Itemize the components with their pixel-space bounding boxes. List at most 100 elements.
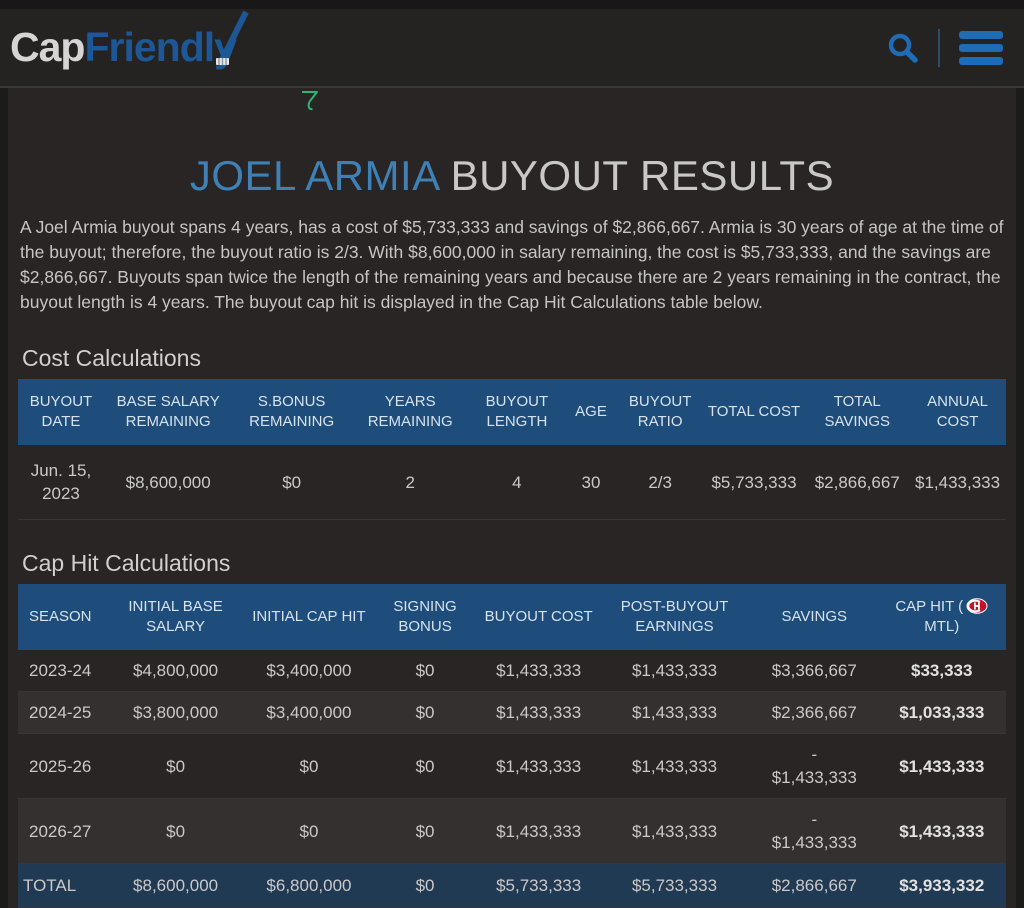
- cell-buyout-length: 4: [512, 472, 522, 492]
- col-buyout-date: BUYOUT DATE: [18, 379, 104, 445]
- cell-season: 2025-26: [29, 756, 92, 776]
- cell-post-buyout-earnings: $1,433,333: [631, 703, 718, 722]
- cell-total-label: TOTAL: [23, 876, 77, 895]
- cell-savings: $2,366,667: [771, 703, 857, 722]
- cell-total-initial-cap-hit: $6,800,000: [266, 876, 352, 895]
- cap-hit-calculations-heading: Cap Hit Calculations: [22, 550, 231, 576]
- cap-table-row-2023-24: 2023-24 $4,800,000 $3,400,000 $0 $1,433,…: [18, 650, 1006, 692]
- col-base-salary-remaining: BASE SALARY REMAINING: [103, 379, 233, 445]
- col-sbonus-remaining: S.BONUS REMAINING: [232, 379, 351, 445]
- col-total-savings: TOTAL SAVINGS: [805, 379, 910, 445]
- col-initial-cap-hit: INITIAL CAP HIT: [247, 584, 371, 650]
- buyout-description: A Joel Armia buyout spans 4 years, has a…: [20, 217, 1004, 312]
- cell-cap-hit: $33,333: [911, 661, 973, 680]
- cell-initial-cap-hit: $3,400,000: [266, 703, 352, 722]
- cell-initial-cap-hit: $0: [299, 821, 319, 841]
- logo-text-friendly: Friendly: [84, 24, 236, 70]
- search-icon: [888, 33, 918, 63]
- cell-initial-base-salary: $0: [166, 756, 186, 776]
- cell-total-savings: $2,866,667: [814, 472, 900, 492]
- cell-initial-base-salary: $3,800,000: [133, 703, 219, 722]
- cell-total-post-buyout-earnings: $5,733,333: [631, 876, 718, 895]
- col-signing-bonus: SIGNING BONUS: [370, 584, 480, 650]
- page-title-rest: BUYOUT RESULTS: [438, 152, 835, 199]
- cell-total-initial-base-salary: $8,600,000: [133, 876, 219, 895]
- cell-initial-cap-hit: $0: [299, 756, 319, 776]
- cost-table-row: Jun. 15, 2023 $8,600,000 $0 2 4 30 2/3 $…: [18, 445, 1006, 520]
- cell-cap-hit: $1,433,333: [899, 821, 985, 841]
- cell-season: 2023-24: [29, 661, 92, 680]
- col-buyout-length: BUYOUT LENGTH: [469, 379, 565, 445]
- header-actions: [886, 28, 1010, 67]
- site-header: CapFriendly: [0, 0, 1024, 88]
- cell-total-signing-bonus: $0: [415, 876, 435, 895]
- cell-total-cost: $5,733,333: [711, 472, 797, 492]
- search-button[interactable]: [886, 31, 920, 65]
- col-post-buyout-earnings: POST-BUYOUT EARNINGS: [597, 584, 752, 650]
- cell-post-buyout-earnings: $1,433,333: [631, 821, 718, 841]
- cell-signing-bonus: $0: [415, 703, 435, 722]
- main-content-panel: JOEL ARMIA BUYOUT RESULTS A Joel Armia b…: [8, 88, 1016, 908]
- cell-buyout-cost: $1,433,333: [496, 756, 582, 776]
- col-cap-hit-mtl: CAP HIT ( MTL): [877, 584, 1006, 650]
- cap-table-total-row: TOTAL $8,600,000 $6,800,000 $0 $5,733,33…: [18, 863, 1006, 908]
- hockey-stick-icon: [215, 10, 249, 65]
- cell-signing-bonus: $0: [415, 661, 435, 680]
- cell-signing-bonus: $0: [415, 821, 435, 841]
- cell-buyout-ratio: 2/3: [648, 472, 672, 492]
- hamburger-menu-icon: [959, 30, 1003, 65]
- cell-post-buyout-earnings: $1,433,333: [631, 661, 718, 680]
- cell-initial-base-salary: $0: [166, 821, 186, 841]
- green-glyph-icon: [302, 91, 318, 111]
- col-years-remaining: YEARS REMAINING: [350, 379, 470, 445]
- menu-button[interactable]: [958, 30, 1004, 66]
- cell-initial-cap-hit: $3,400,000: [266, 661, 352, 680]
- cost-calculations-heading: Cost Calculations: [22, 345, 201, 371]
- cell-total-cap-hit: $3,933,332: [899, 876, 985, 895]
- cell-total-buyout-cost: $5,733,333: [496, 876, 582, 895]
- capfriendly-logo[interactable]: CapFriendly: [10, 10, 249, 71]
- page-title: JOEL ARMIA BUYOUT RESULTS: [8, 88, 1016, 200]
- col-annual-cost: ANNUAL COST: [909, 379, 1006, 445]
- cell-savings: $3,366,667: [771, 661, 857, 680]
- col-buyout-cost: BUYOUT COST: [479, 584, 598, 650]
- col-initial-base-salary: INITIAL BASE SALARY: [103, 584, 248, 650]
- cell-annual-cost: $1,433,333: [915, 472, 1001, 492]
- col-savings: SAVINGS: [751, 584, 878, 650]
- col-season: SEASON: [18, 584, 104, 650]
- cap-hit-header-suffix: MTL): [924, 618, 960, 635]
- cap-hit-calculations-table: SEASON INITIAL BASE SALARY INITIAL CAP H…: [18, 584, 1006, 908]
- cell-signing-bonus: $0: [415, 756, 435, 776]
- cell-savings: - $1,433,333: [771, 810, 857, 852]
- cell-cap-hit: $1,033,333: [899, 703, 985, 722]
- col-age: AGE: [564, 379, 618, 445]
- col-total-cost: TOTAL COST: [702, 379, 806, 445]
- cap-table-row-2024-25: 2024-25 $3,800,000 $3,400,000 $0 $1,433,…: [18, 691, 1006, 734]
- cell-buyout-cost: $1,433,333: [496, 821, 582, 841]
- cost-calculations-table: BUYOUT DATE BASE SALARY REMAINING S.BONU…: [18, 379, 1006, 520]
- col-buyout-ratio: BUYOUT RATIO: [617, 379, 703, 445]
- cap-hit-header-prefix: CAP HIT (: [895, 598, 964, 615]
- cell-post-buyout-earnings: $1,433,333: [631, 756, 718, 776]
- cell-total-savings: $2,866,667: [771, 876, 857, 895]
- cost-table-header-row: BUYOUT DATE BASE SALARY REMAINING S.BONU…: [18, 379, 1006, 445]
- cell-sbonus-remaining: $0: [282, 472, 302, 492]
- cap-table-header-row: SEASON INITIAL BASE SALARY INITIAL CAP H…: [18, 584, 1006, 650]
- header-divider: [938, 28, 940, 67]
- cell-season: 2024-25: [29, 703, 92, 722]
- cap-table-row-2026-27: 2026-27 $0 $0 $0 $1,433,333 $1,433,333 -…: [18, 798, 1006, 864]
- cap-table-row-2025-26: 2025-26 $0 $0 $0 $1,433,333 $1,433,333 -…: [18, 734, 1006, 799]
- cell-season: 2026-27: [29, 821, 92, 841]
- cell-base-salary-remaining: $8,600,000: [125, 472, 211, 492]
- page-title-player-name: JOEL ARMIA: [189, 152, 439, 199]
- cell-buyout-cost: $1,433,333: [496, 703, 582, 722]
- cell-savings: - $1,433,333: [771, 745, 857, 787]
- cell-buyout-cost: $1,433,333: [496, 661, 582, 680]
- logo-text-cap: Cap: [10, 24, 85, 70]
- cell-cap-hit: $1,433,333: [899, 756, 985, 776]
- cell-age: 30: [581, 472, 601, 492]
- cell-initial-base-salary: $4,800,000: [133, 661, 219, 680]
- montreal-canadiens-logo-icon: [966, 598, 988, 614]
- cell-buyout-date: Jun. 15, 2023: [30, 461, 92, 503]
- cell-years-remaining: 2: [405, 472, 415, 492]
